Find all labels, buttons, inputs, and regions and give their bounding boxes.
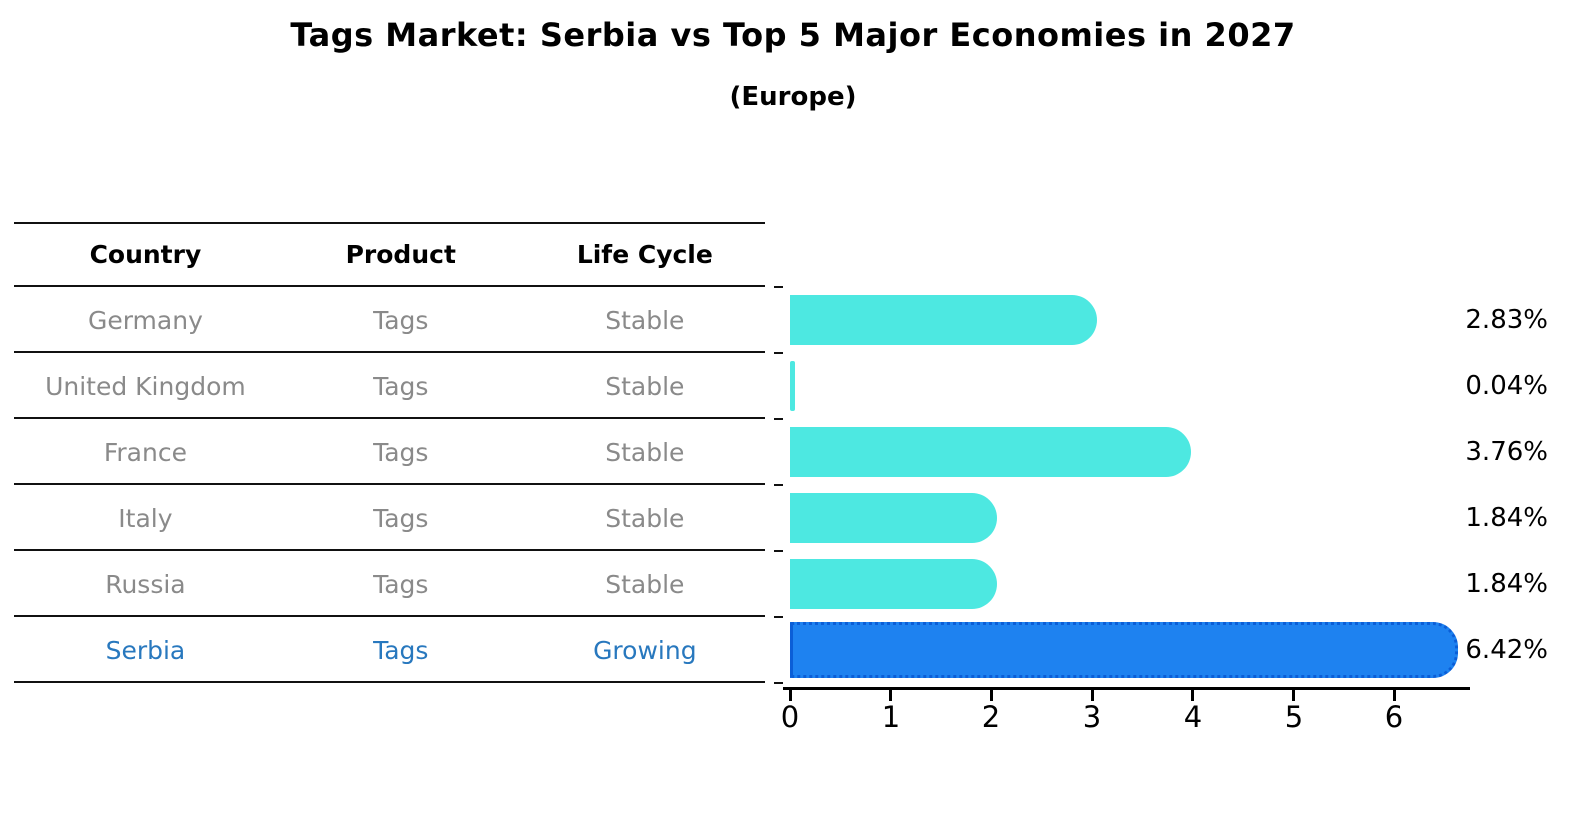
table-top-rule [14,222,765,224]
table-row-cells: Germany Tags Stable [14,287,765,353]
bar [790,559,997,609]
row-divider [14,681,765,683]
cell-country: United Kingdom [45,371,246,401]
x-tick [1393,690,1396,701]
cell-life-cycle: Stable [605,569,685,599]
y-tick [774,418,783,420]
cell-life-cycle: Stable [605,305,685,335]
row-divider [14,351,765,353]
cell-country: Serbia [105,635,186,665]
x-tick [789,690,792,701]
table-row: Russia Tags Stable 1.84% [0,551,1586,617]
table-row: Serbia Tags Growing 6.42% [0,617,1586,683]
cell-product: Tags [373,305,429,335]
cell-product: Tags [373,635,429,665]
row-divider [14,417,765,419]
row-divider [14,483,765,485]
cell-country: France [103,437,187,467]
y-tick [774,682,783,684]
value-label: 6.42% [1465,635,1548,665]
x-tick-label: 5 [1284,700,1304,734]
x-tick-label: 0 [780,700,800,734]
bar [790,361,795,411]
table-row: France Tags Stable 3.76% [0,419,1586,485]
table-row-cells: Russia Tags Stable [14,551,765,617]
row-divider [14,615,765,617]
value-label: 1.84% [1465,503,1548,533]
cell-product: Tags [373,437,429,467]
x-tick-label: 1 [881,700,901,734]
value-label: 3.76% [1465,437,1548,467]
x-tick-label: 4 [1183,700,1203,734]
cell-product: Tags [373,503,429,533]
cell-country: Russia [105,569,186,599]
header-product: Product [345,240,456,269]
y-tick [774,616,783,618]
value-label: 1.84% [1465,569,1548,599]
x-tick [1191,690,1194,701]
table-row: United Kingdom Tags Stable 0.04% [0,353,1586,419]
table-row-cells: United Kingdom Tags Stable [14,353,765,419]
table-row: Germany Tags Stable 2.83% [0,287,1586,353]
table-row-cells: Serbia Tags Growing [14,617,765,683]
x-tick-label: 6 [1384,700,1404,734]
table-header-rule [14,285,765,287]
chart-subtitle: (Europe) [729,82,857,112]
y-tick [774,352,783,354]
y-tick [774,286,783,288]
table-row: Italy Tags Stable 1.84% [0,485,1586,551]
cell-product: Tags [373,569,429,599]
chart-title: Tags Market: Serbia vs Top 5 Major Econo… [290,16,1296,54]
y-tick [774,550,783,552]
value-label: 2.83% [1465,305,1548,335]
cell-country: Germany [87,305,203,335]
value-label: 0.04% [1465,371,1548,401]
table-header-row: Country Product Life Cycle [14,224,765,285]
bar [790,427,1191,477]
table-row-cells: France Tags Stable [14,419,765,485]
x-tick-label: 2 [981,700,1001,734]
bar [790,493,997,543]
y-tick [774,484,783,486]
bar [790,622,1458,678]
x-tick [1292,690,1295,701]
x-tick [889,690,892,701]
cell-life-cycle: Growing [593,635,697,665]
rows: Germany Tags Stable 2.83% United Kingdom… [0,287,1586,683]
cell-life-cycle: Stable [605,437,685,467]
row-divider [14,549,765,551]
header-country: Country [89,240,202,269]
x-tick [1091,690,1094,701]
cell-product: Tags [373,371,429,401]
cell-life-cycle: Stable [605,503,685,533]
table-row-cells: Italy Tags Stable [14,485,765,551]
header-life-cycle: Life Cycle [576,240,713,269]
bar [790,295,1097,345]
cell-life-cycle: Stable [605,371,685,401]
cell-country: Italy [118,503,173,533]
x-tick [990,690,993,701]
x-tick-label: 3 [1082,700,1102,734]
x-axis-line [783,687,1470,690]
